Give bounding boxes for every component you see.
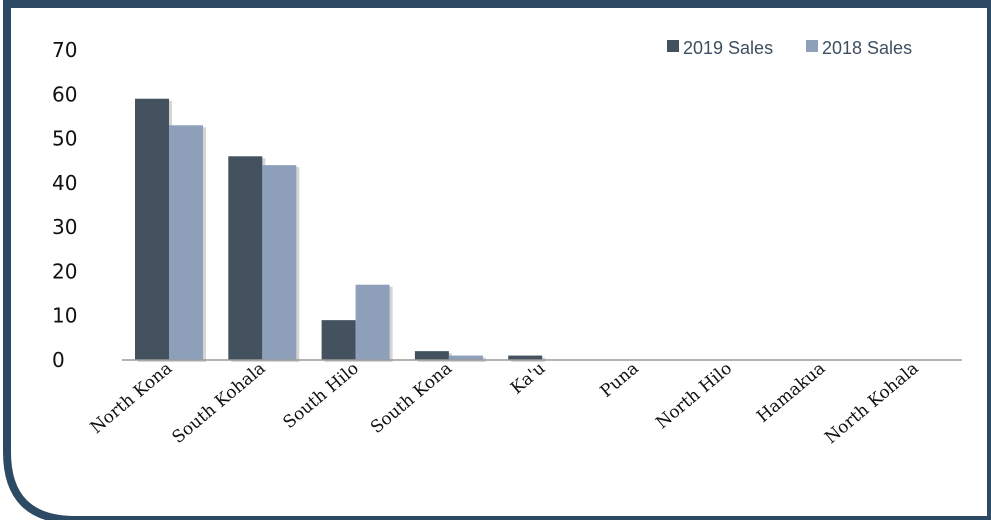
y-tick-label: 0 — [52, 348, 65, 372]
bar-2018-south-hilo — [355, 284, 390, 360]
bar-2019-north-kona — [135, 98, 169, 360]
legend: 2019 Sales 2018 Sales — [667, 38, 912, 58]
bar-2018-south-kohala — [262, 165, 297, 360]
plot-area — [135, 98, 546, 363]
bar-2019-ka-u — [508, 355, 543, 360]
legend-label-2018: 2018 Sales — [822, 38, 912, 58]
bar-2018-south-kona — [448, 355, 483, 360]
bar-2018-north-kona — [169, 125, 203, 361]
bar-2019-south-kohala — [228, 156, 263, 360]
y-tick-label: 20 — [52, 259, 77, 283]
y-tick-label: 40 — [52, 171, 77, 195]
y-tick-label: 30 — [52, 215, 77, 239]
panel-frame — [3, 0, 991, 520]
legend-swatch-2019 — [667, 40, 679, 52]
legend-label-2019: 2019 Sales — [683, 38, 773, 58]
bar-2019-south-hilo — [321, 320, 356, 360]
y-axis: 0 10 20 30 40 50 60 70 — [52, 38, 77, 372]
y-tick-label: 60 — [52, 82, 77, 106]
y-tick-label: 70 — [52, 38, 77, 62]
y-tick-label: 10 — [52, 304, 77, 328]
bar-2019-south-kona — [414, 351, 449, 360]
legend-swatch-2018 — [806, 40, 818, 52]
y-tick-label: 50 — [52, 127, 77, 151]
